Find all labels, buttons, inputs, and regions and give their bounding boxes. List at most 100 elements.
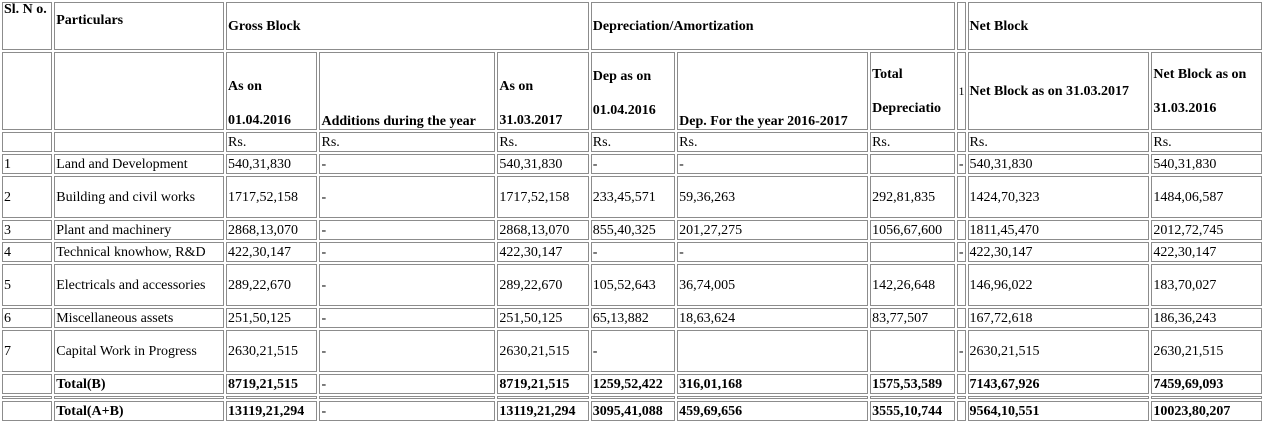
cell-particulars: Electricals and accessories	[54, 264, 225, 306]
total-ab-row: Total(A+B) 13119,21,294-13119,21,294 3095,…	[2, 401, 1262, 421]
header-total-dep-line1: Total	[872, 66, 903, 82]
cell-mid	[956, 176, 966, 218]
header-net-2017: Net Block as on 31.03.2017	[967, 52, 1150, 130]
total-dep-open: 3095,41,088	[590, 401, 676, 421]
total-label: Total(A+B)	[54, 401, 225, 421]
table-row: 5 Electricals and accessories 289,22,670-2…	[2, 264, 1262, 306]
total-blank-mid	[956, 401, 966, 421]
header-spacer-5	[1153, 83, 1260, 100]
cell-gross-close: 2630,21,515	[497, 330, 589, 372]
cell-gross-open: 422,30,147	[226, 242, 318, 262]
table-row: 7 Capital Work in Progress 2630,21,515-263…	[2, 330, 1262, 372]
separator-cell	[2, 396, 53, 399]
header-row-currency: Rs. Rs. Rs. Rs. Rs. Rs. Rs. Rs.	[2, 132, 1262, 152]
total-gross-close: 13119,21,294	[497, 401, 589, 421]
cell-sl: 6	[2, 308, 53, 328]
cell-mid	[956, 264, 966, 306]
currency-net-2017: Rs.	[967, 132, 1150, 152]
header-spacer-3	[593, 85, 673, 102]
cell-dep-year: 36,74,005	[677, 264, 869, 306]
cell-net-2017: 422,30,147	[967, 242, 1150, 262]
cell-dep-year: -	[677, 242, 869, 262]
header-as-on-start-date: 01.04.2016	[228, 113, 292, 128]
total-total-dep: 3555,10,744	[870, 401, 955, 421]
header-as-on-label-2: As on	[499, 79, 534, 94]
header-gross-open: As on 01.04.2016	[226, 52, 318, 130]
header-net-2016: Net Block as on 31.03.2016	[1151, 52, 1262, 130]
separator-cell	[54, 396, 225, 399]
cell-dep-year	[677, 330, 869, 372]
cell-additions: -	[319, 220, 496, 240]
cell-dep-open: 65,13,882	[590, 308, 676, 328]
cell-net-2017: 2630,21,515	[967, 330, 1150, 372]
header-dep-as-on-label: Dep as on	[592, 68, 652, 84]
separator-cell	[967, 396, 1150, 399]
header-spacer-1	[228, 95, 315, 112]
separator-cell	[319, 396, 496, 399]
header-sl-no: Sl. N o.	[2, 2, 53, 50]
total-additions: -	[319, 401, 496, 421]
cell-additions: -	[319, 176, 496, 218]
cell-dep-year: 59,36,263	[677, 176, 869, 218]
total-dep-open: 1259,52,422	[590, 374, 676, 394]
header-spacer-4	[872, 83, 952, 100]
header-mid-marker: 1	[956, 52, 966, 130]
cell-gross-close: 422,30,147	[497, 242, 589, 262]
header-net-2016-label: Net Block as on	[1153, 66, 1247, 82]
table-row: 4 Technical knowhow, R&D 422,30,147-422,30…	[2, 242, 1262, 262]
header-row-groups: Sl. N o. Particulars Gross Block Depreci…	[2, 2, 1262, 50]
cell-dep-open: 233,45,571	[590, 176, 676, 218]
cell-additions: -	[319, 154, 496, 174]
cell-mid: -	[956, 242, 966, 262]
cell-dep-open: 105,52,643	[590, 264, 676, 306]
cell-sl: 4	[2, 242, 53, 262]
separator-cell	[497, 396, 589, 399]
separator-cell	[1151, 396, 1262, 399]
cell-particulars: Capital Work in Progress	[54, 330, 225, 372]
cell-net-2017: 1424,70,323	[967, 176, 1150, 218]
total-dep-year: 316,01,168	[677, 374, 869, 394]
cell-particulars: Building and civil works	[54, 176, 225, 218]
cell-additions: -	[319, 330, 496, 372]
cell-particulars: Plant and machinery	[54, 220, 225, 240]
cell-dep-open: 855,40,325	[590, 220, 676, 240]
separator-cell	[677, 396, 869, 399]
total-blank-sl	[2, 374, 53, 394]
cell-particulars: Land and Development	[54, 154, 225, 174]
cell-additions: -	[319, 308, 496, 328]
table-row: 6 Miscellaneous assets 251,50,125-251,50,1…	[2, 308, 1262, 328]
cell-net-2017: 1811,45,470	[967, 220, 1150, 240]
table-row: 1 Land and Development 540,31,830-540,31,8…	[2, 154, 1262, 174]
header-as-on-end-date: 31.03.2017	[499, 113, 563, 128]
cell-total-dep: 1056,67,600	[870, 220, 955, 240]
cell-total-dep: 142,26,648	[870, 264, 955, 306]
cell-total-dep: 83,77,507	[870, 308, 955, 328]
cell-net-2017: 540,31,830	[967, 154, 1150, 174]
cell-total-dep: 292,81,835	[870, 176, 955, 218]
header-row-columns: As on 01.04.2016 Additions during the ye…	[2, 52, 1262, 130]
separator-cell	[956, 396, 966, 399]
cell-net-2017: 167,72,618	[967, 308, 1150, 328]
cell-net-2017: 146,96,022	[967, 264, 1150, 306]
cell-additions: -	[319, 264, 496, 306]
cell-mid	[956, 220, 966, 240]
cell-dep-open: -	[590, 242, 676, 262]
cell-gross-close: 2868,13,070	[497, 220, 589, 240]
cell-dep-open: -	[590, 154, 676, 174]
cell-additions: -	[319, 242, 496, 262]
currency-gross-open: Rs.	[226, 132, 318, 152]
cell-particulars: Miscellaneous assets	[54, 308, 225, 328]
total-net-2017: 7143,67,926	[967, 374, 1150, 394]
cell-gross-open: 1717,52,158	[226, 176, 318, 218]
header-gross-block: Gross Block	[226, 2, 589, 50]
cell-gross-open: 540,31,830	[226, 154, 318, 174]
header-dep-open: Dep as on 01.04.2016	[590, 52, 676, 130]
total-blank-sl	[2, 401, 53, 421]
total-net-2016: 10023,80,207	[1151, 401, 1262, 421]
header-gross-close: As on 31.03.2017	[497, 52, 589, 130]
total-label: Total(B)	[54, 374, 225, 394]
currency-mid	[956, 132, 966, 152]
cell-sl: 5	[2, 264, 53, 306]
table-row: 3 Plant and machinery 2868,13,070-2868,13,…	[2, 220, 1262, 240]
